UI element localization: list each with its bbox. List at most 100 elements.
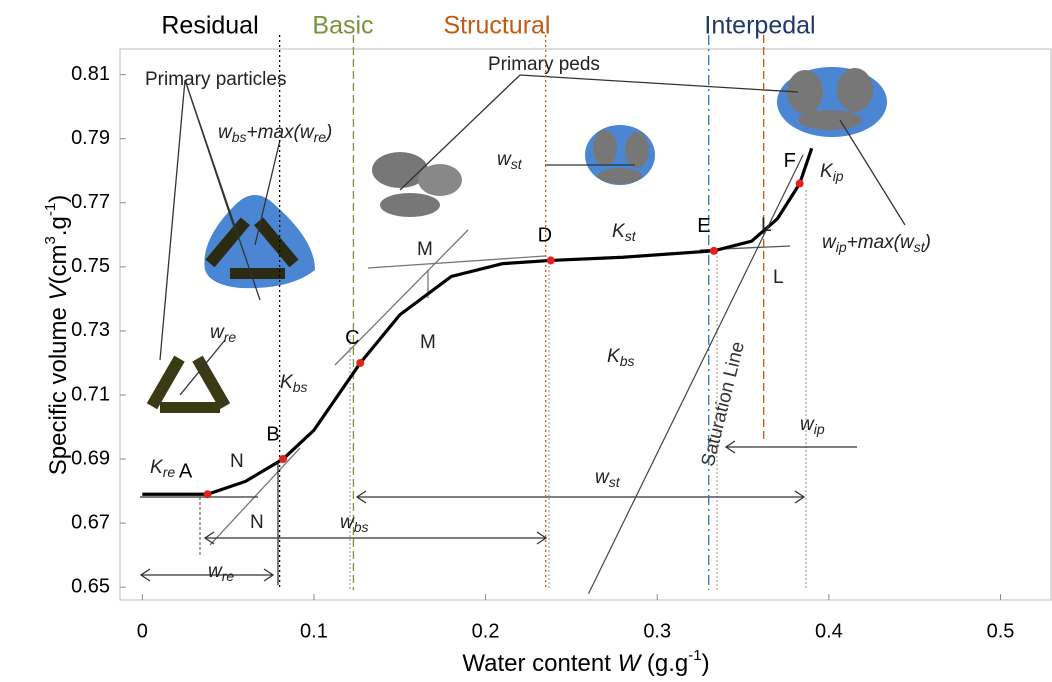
annotation: M	[420, 332, 436, 353]
annotation-part: M	[420, 332, 436, 353]
annotation: Kbs	[280, 372, 307, 395]
annotation-part: )	[324, 122, 332, 143]
key-point	[279, 455, 288, 464]
series-label: Saturation Line	[698, 339, 749, 468]
shrinkage-curve	[142, 147, 814, 496]
annotation-part: bs	[620, 353, 635, 369]
axis-label-part: Water content	[462, 650, 617, 677]
x-tick-label: 0.4	[815, 620, 843, 642]
annotation-part: N	[230, 451, 244, 472]
annotation: N	[230, 451, 244, 472]
annotation: wip+max(wst)	[822, 232, 931, 255]
construction-lines	[139, 74, 906, 590]
annotation-part: ip	[833, 168, 844, 184]
annotation-part: w	[800, 414, 815, 435]
annotation: wbs	[340, 512, 369, 535]
annotation-part: +max(	[247, 122, 302, 143]
y-tick-label: 0.73	[71, 319, 110, 341]
annotation-part: w	[218, 122, 233, 143]
annotation-part: w	[497, 149, 512, 170]
annotation-part: ip	[836, 239, 847, 255]
x-axis-label: Water content W (g.g-1)	[462, 647, 709, 677]
annotation-part: ip	[814, 421, 825, 437]
annotation-part: Primary particles	[145, 69, 286, 90]
annotation: Primary particles	[145, 69, 286, 90]
zone-label: Residual	[161, 12, 258, 40]
annotation-part: st	[914, 239, 926, 255]
axis-label-part: .g	[45, 216, 72, 236]
x-tick-label: 0.3	[643, 620, 671, 642]
annotation-part: +max(	[847, 232, 902, 253]
annotation-part: w	[900, 232, 915, 253]
annotation-part: K	[820, 161, 834, 182]
annotation-part: K	[150, 457, 164, 478]
axis-label-part: (g.g	[640, 650, 688, 677]
axis-label-part: -1	[688, 647, 701, 664]
annotation-part: bs	[354, 519, 369, 535]
annotation-part: st	[625, 228, 637, 244]
annotation: wst	[595, 467, 621, 490]
annotation-part: w	[595, 467, 610, 488]
zone-label: Structural	[444, 12, 551, 40]
y-tick-label: 0.71	[71, 383, 110, 405]
annotation-part: K	[607, 346, 621, 367]
annotation-part: re	[222, 568, 235, 584]
annotation-part: bs	[232, 129, 247, 145]
annotation-part: )	[923, 232, 931, 253]
annotation: wre	[210, 322, 236, 345]
annotation-part: st	[511, 156, 523, 172]
y-tick-label: 0.69	[71, 447, 110, 469]
plot-frame	[119, 48, 1052, 601]
axis-label-part: Specific volume	[45, 300, 72, 475]
axis-label-part: )	[702, 650, 710, 677]
annotation: wre	[208, 561, 234, 584]
annotation-part: st	[609, 474, 621, 490]
axis-label-part: V	[45, 282, 72, 300]
point-label: C	[345, 327, 359, 349]
annotation-part: w	[340, 512, 355, 533]
point-label: D	[538, 225, 552, 247]
point-label: B	[266, 423, 279, 445]
y-axis-label: Specific volume V(cm3.g-1)	[42, 195, 72, 475]
annotation-part: K	[280, 372, 294, 393]
point-label: F	[784, 150, 796, 172]
y-tick-label: 0.75	[71, 255, 110, 277]
annotation: L	[773, 267, 784, 288]
axis-label-part: )	[45, 195, 72, 203]
point-label: E	[697, 215, 710, 237]
y-tick-label: 0.67	[71, 511, 110, 533]
annotation-part: K	[612, 221, 626, 242]
annotation-part: L	[773, 267, 784, 288]
annotation-part: re	[163, 464, 176, 480]
axis-label-part: 3	[42, 236, 59, 244]
axis-label-part: W	[618, 650, 643, 677]
annotation-part: w	[210, 322, 225, 343]
x-tick-label: 0.1	[300, 620, 328, 642]
y-tick-label: 0.81	[71, 63, 110, 85]
annotation-part: w	[208, 561, 223, 582]
annotation-part: re	[314, 129, 327, 145]
y-tick-label: 0.65	[71, 575, 110, 597]
annotation: Kst	[612, 221, 637, 244]
annotation-part: w	[822, 232, 837, 253]
axis-label-part: (cm	[45, 244, 72, 284]
pictograms	[146, 67, 887, 413]
key-point	[795, 179, 804, 188]
annotation-part: bs	[293, 379, 308, 395]
annotation-part: M	[417, 239, 433, 260]
annotation: Kbs	[607, 346, 634, 369]
annotation: M	[417, 239, 433, 260]
annotation: L	[761, 215, 772, 236]
y-tick-label: 0.77	[71, 191, 110, 213]
annotation: wst	[497, 149, 523, 172]
zone-label: Interpedal	[704, 12, 815, 40]
point-label: A	[179, 461, 193, 483]
zone-label: Basic	[312, 12, 373, 40]
annotation-part: N	[250, 512, 264, 533]
key-point	[709, 246, 718, 255]
annotation: Kre	[150, 457, 175, 480]
annotation-part: w	[300, 122, 315, 143]
annotation: Primary peds	[488, 54, 600, 75]
saturation-line	[588, 154, 804, 594]
